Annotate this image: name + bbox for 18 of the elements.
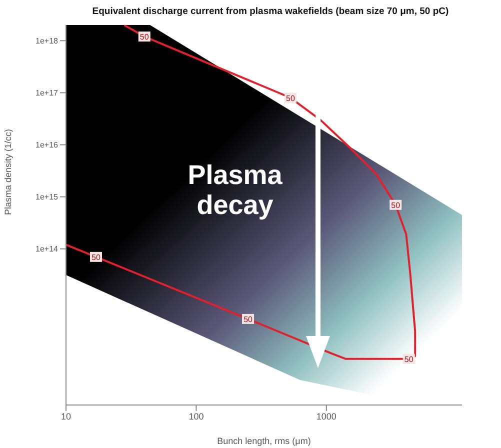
annotation: 50 [140, 32, 150, 42]
y-tick-label: 1e+17 [36, 88, 59, 98]
annotation: 50 [286, 94, 296, 103]
y-tick-label: 1e+14 [36, 244, 59, 254]
x-tick-label: 100 [188, 411, 204, 422]
y-axis-title: Plasma density (1/cc) [3, 128, 14, 215]
annotation: 50 [391, 200, 401, 210]
y-tick-label: 1e+15 [36, 192, 59, 202]
annotation: Plasma decay [186, 160, 284, 220]
annotation: 50 [92, 252, 101, 262]
chart-title: Equivalent discharge current from plasma wakefields (beam size 70 μm, 50 pC) [91, 6, 450, 17]
annotation: 50 [244, 314, 254, 324]
x-tick-label: 1000 [316, 411, 336, 422]
y-tick-label: 1e+18 [36, 36, 59, 46]
x-tick-label: 10 [60, 411, 72, 422]
annotation: 50 [404, 354, 414, 364]
y-tick-label: 1e+16 [36, 140, 59, 150]
x-axis-title: Bunch length, rms (μm) [217, 436, 311, 446]
